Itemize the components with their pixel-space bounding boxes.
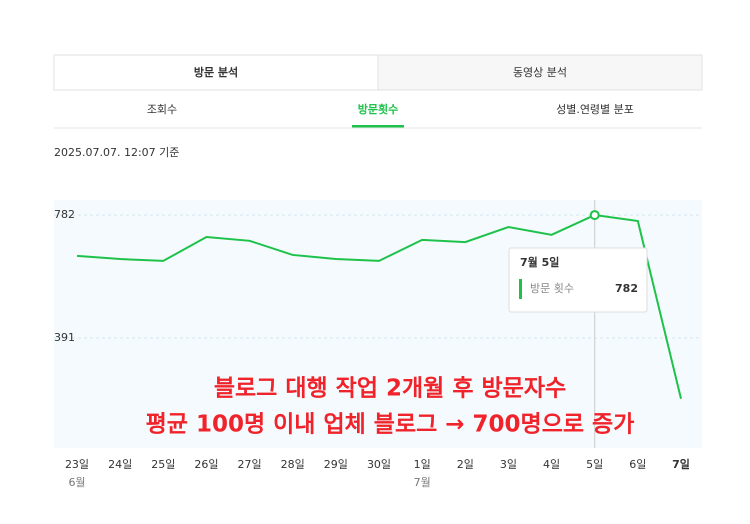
y-tick-label: 782	[54, 208, 75, 221]
annotation: 블로그 대행 작업 2개월 후 방문자수	[214, 376, 566, 402]
x-tick-label: 23일	[65, 457, 89, 471]
x-tick-label: 6일	[629, 457, 646, 471]
x-tick-label: 28일	[281, 457, 305, 471]
tab-bg	[53, 54, 379, 91]
x-tick-label: 25일	[151, 457, 175, 471]
x-tick-label: 24일	[108, 457, 132, 471]
y-tick-label: 391	[54, 331, 75, 344]
tooltip-title: 7월 5일	[520, 255, 559, 269]
x-tick-label: 27일	[238, 457, 262, 471]
x-tick-label: 30일	[367, 457, 391, 471]
tab[interactable]: 방문 분석	[194, 65, 238, 79]
x-month-label: 7월	[414, 476, 431, 489]
x-tick-label: 3일	[500, 457, 517, 471]
subtab[interactable]: 성별.연령별 분포	[556, 103, 634, 116]
tab-bg	[377, 54, 703, 91]
line	[76, 214, 682, 399]
x-tick-label: 26일	[194, 457, 218, 471]
tooltip-label: 방문 횟수	[530, 282, 574, 295]
timestamp: 2025.07.07. 12:07 기준	[54, 146, 179, 159]
x-tick-label: 1일	[414, 457, 431, 471]
x-tick-label: 29일	[324, 457, 348, 471]
x-month-label: 6월	[68, 476, 85, 489]
subtab-underline	[352, 125, 404, 128]
tooltip-value: 782	[615, 282, 638, 295]
point	[589, 210, 600, 221]
x-tick-label: 4일	[543, 457, 560, 471]
x-tick-label: 5일	[586, 457, 603, 471]
tooltip-swatch	[519, 279, 522, 299]
annotation: 평균 100명 이내 업체 블로그 → 700명으로 증가	[146, 412, 635, 438]
tab[interactable]: 동영상 분석	[513, 66, 567, 79]
subtab-active[interactable]: 방문횟수	[358, 102, 398, 116]
plot-area	[54, 200, 702, 448]
x-tick-label: 7일	[672, 457, 690, 471]
x-tick-label: 2일	[457, 457, 474, 471]
tooltip	[508, 247, 648, 313]
chart: 391 782 23일 6월 24일 25일 26일 27일 28일 29일 30일 1일 7월 2일 3일…	[54, 200, 702, 489]
subtab[interactable]: 조회수	[147, 103, 177, 116]
